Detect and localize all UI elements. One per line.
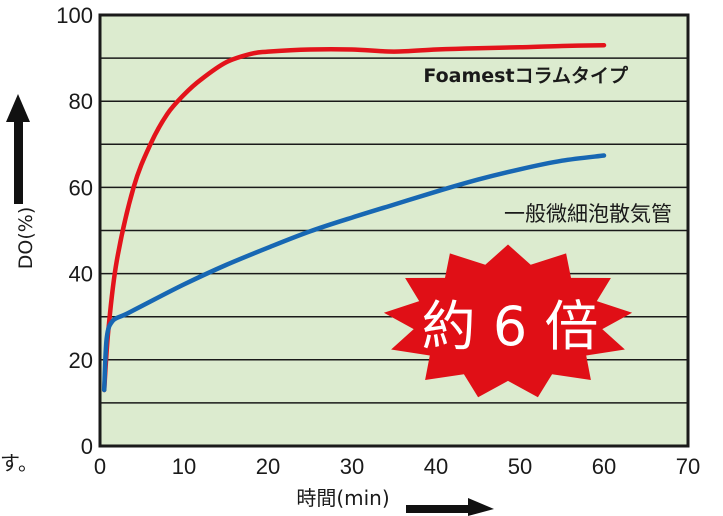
x-tick-label: 60 — [592, 454, 616, 479]
x-tick-label: 10 — [172, 454, 196, 479]
edge-text: す。 — [0, 451, 38, 475]
y-tick-label: 60 — [69, 175, 93, 200]
y-axis-label: DO(%) — [15, 207, 37, 269]
y-tick-label: 100 — [56, 3, 93, 28]
x-tick-label: 0 — [94, 454, 106, 479]
series-label-conventional: 一般微細泡散気管 — [504, 202, 672, 226]
series-line-foamest — [101, 42, 607, 393]
x-tick-labels: 0 10 20 30 40 50 60 70 — [94, 454, 700, 479]
x-tick-label: 70 — [676, 454, 700, 479]
x-axis-label: 時間(min) — [296, 486, 389, 510]
x-tick-label: 50 — [508, 454, 532, 479]
plot-frame — [98, 13, 690, 448]
burst-shape — [383, 244, 633, 398]
x-tick-label: 40 — [424, 454, 448, 479]
y-tick-labels: 0 20 40 60 80 100 — [56, 3, 93, 459]
y-axis-arrow-icon — [6, 94, 30, 204]
callout-text: 約 6 倍 — [422, 295, 599, 358]
x-tick-label: 30 — [340, 454, 364, 479]
y-tick-label: 0 — [81, 434, 93, 459]
y-tick-label: 40 — [69, 262, 93, 287]
y-tick-label: 80 — [69, 89, 93, 114]
x-tick-label: 20 — [256, 454, 280, 479]
series-layer — [101, 42, 607, 393]
y-tick-label: 20 — [69, 348, 93, 373]
series-line-conventional — [101, 153, 607, 393]
series-label-foamest: Foamestコラムタイプ — [423, 64, 629, 87]
callout-burst: 約 6 倍 — [383, 244, 633, 398]
x-axis-arrow-icon — [406, 498, 494, 516]
